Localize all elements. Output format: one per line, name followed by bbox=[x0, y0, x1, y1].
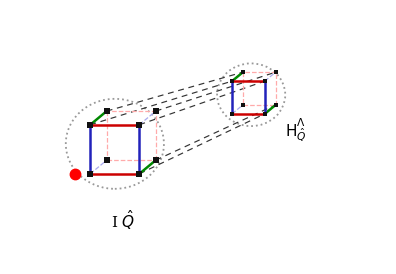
Text: I $\hat{Q}$: I $\hat{Q}$ bbox=[111, 208, 135, 232]
Text: $\mathrm{H}_{\hat{Q}}^{\Lambda}$: $\mathrm{H}_{\hat{Q}}^{\Lambda}$ bbox=[286, 116, 307, 144]
